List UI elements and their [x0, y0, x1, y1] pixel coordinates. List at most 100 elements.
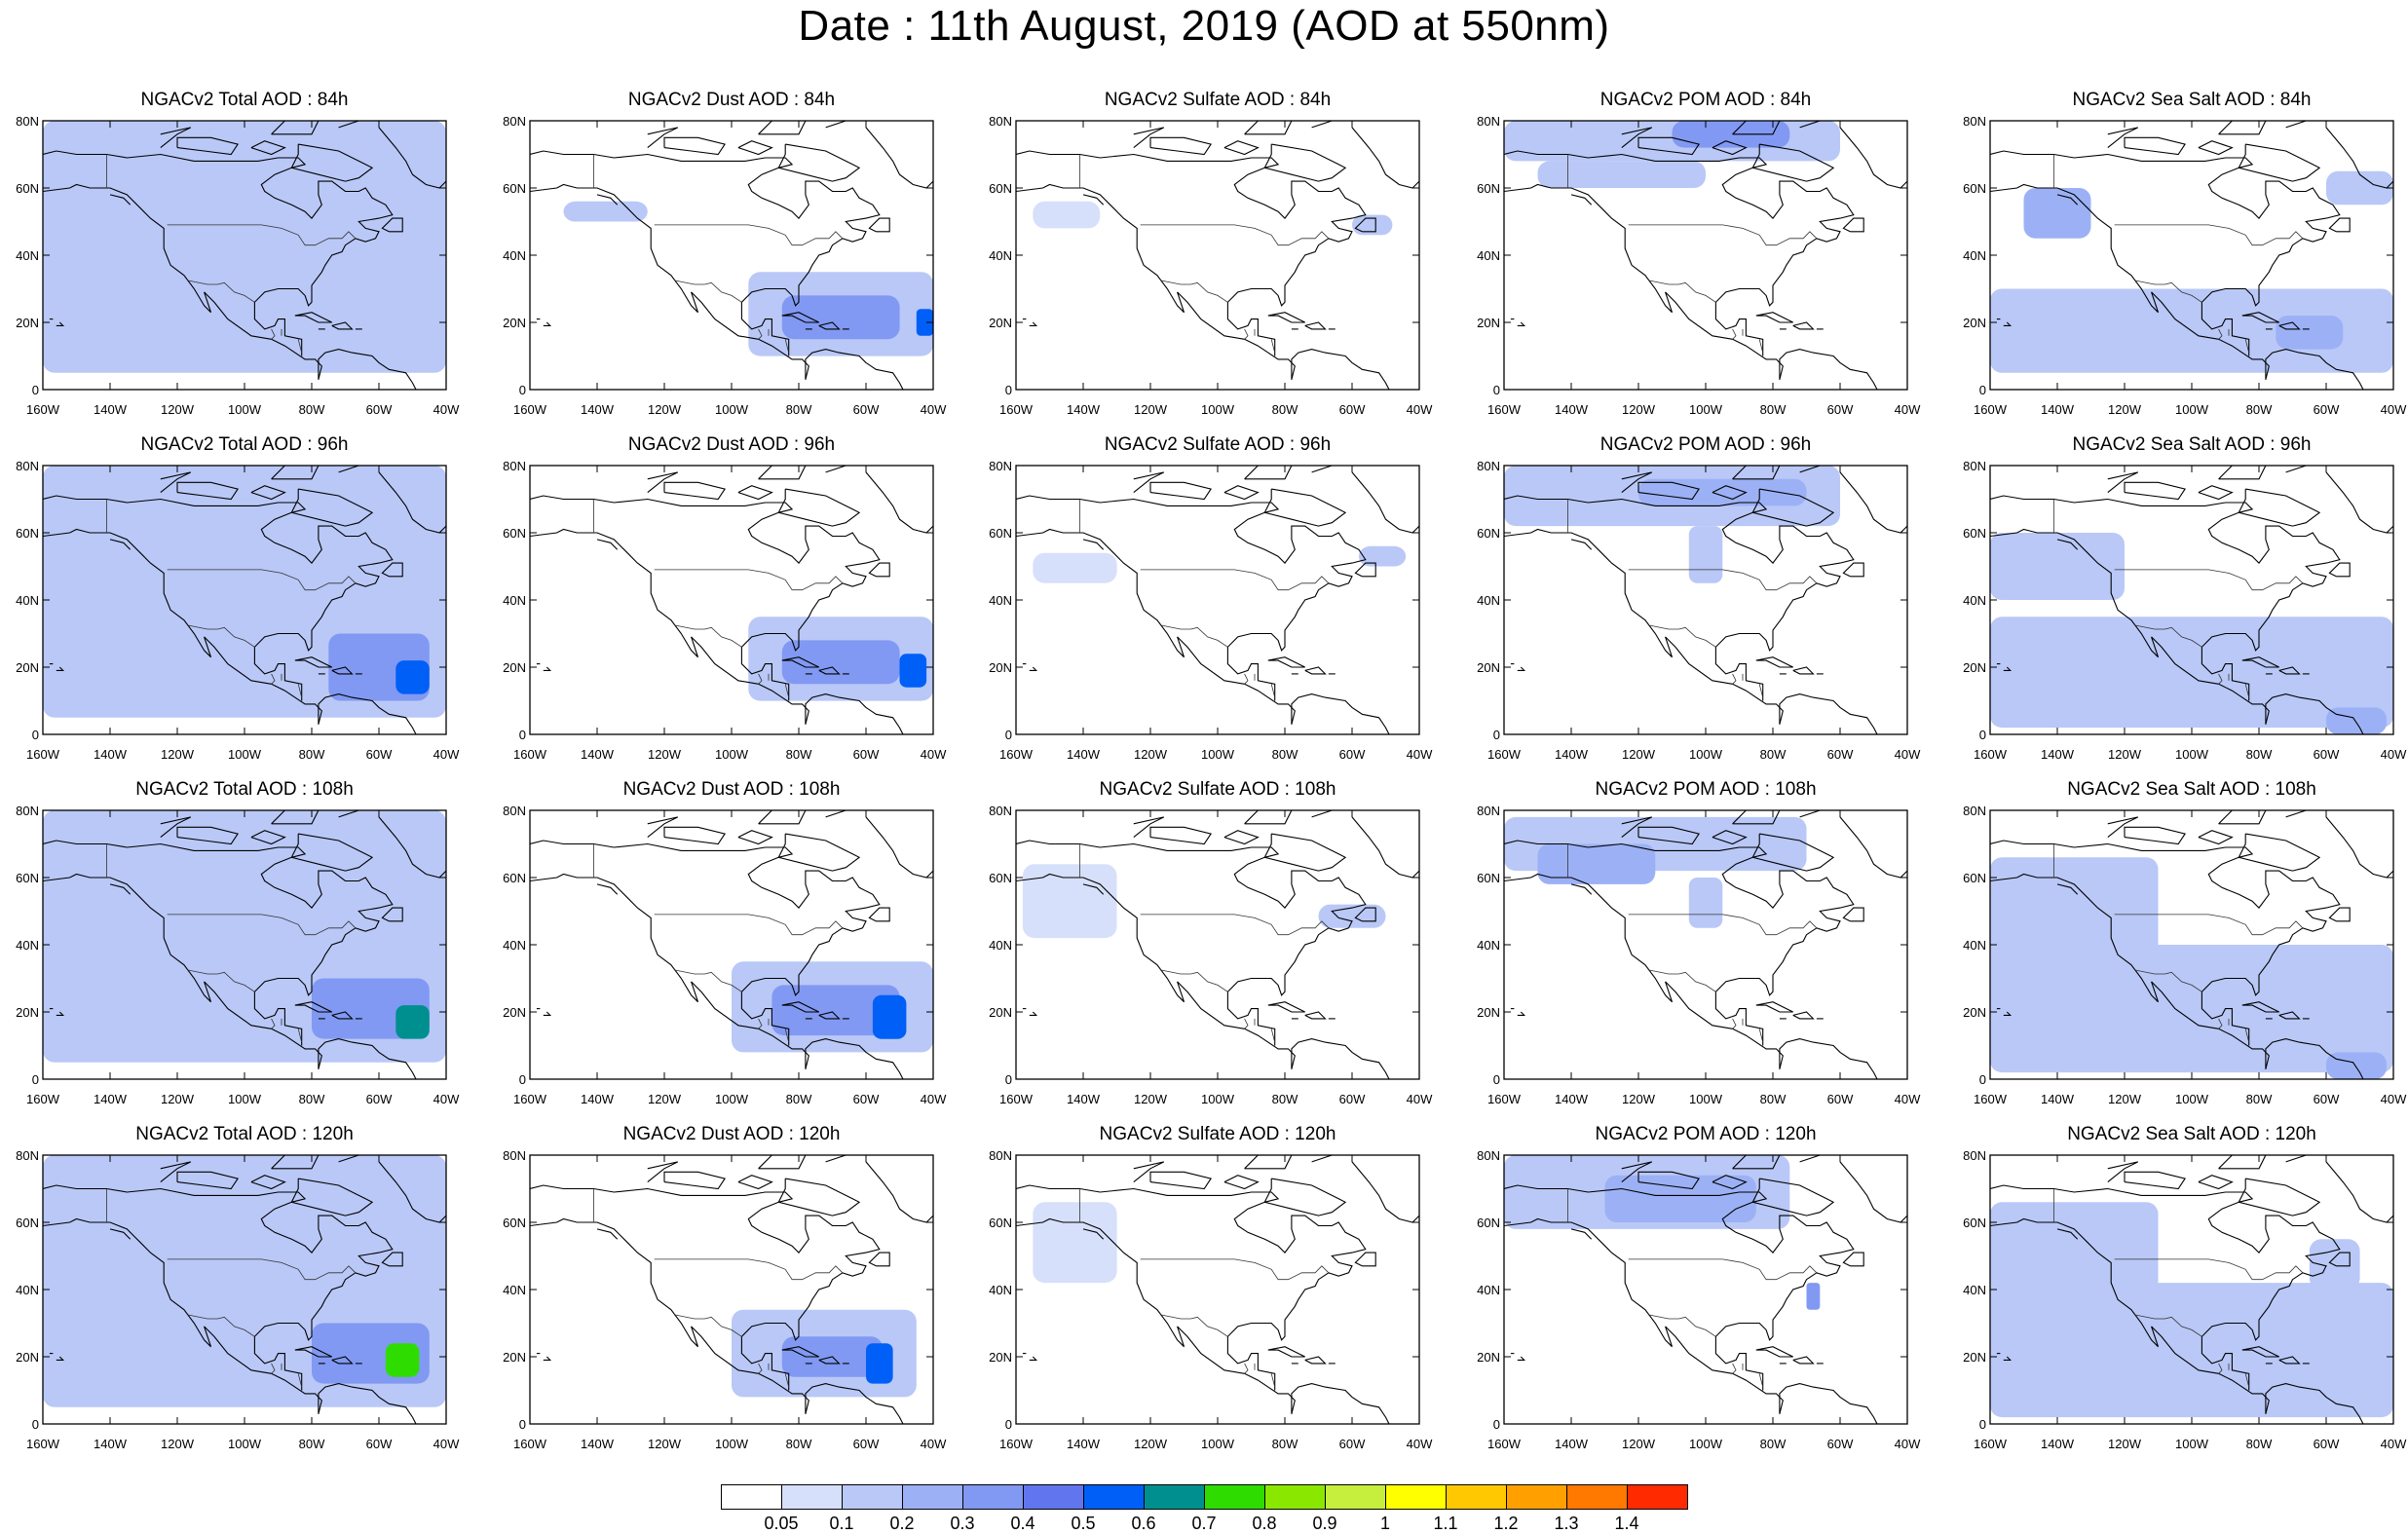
colorbar-swatch — [1204, 1484, 1265, 1510]
lon-tick-label: 120W — [2108, 402, 2142, 417]
coastline — [338, 810, 359, 818]
coastline — [2003, 666, 2013, 671]
panel-title: NGACv2 Total AOD : 84h — [140, 90, 349, 110]
panel-title: NGACv2 Total AOD : 108h — [135, 779, 354, 800]
lat-tick-label: 0 — [1005, 383, 1012, 397]
lon-tick-label: 120W — [648, 402, 682, 417]
coastline — [160, 127, 192, 149]
coastline — [647, 816, 679, 839]
country-border — [654, 224, 844, 246]
coastline — [1311, 121, 1333, 129]
lat-tick-label: 80N — [989, 804, 1012, 818]
coastline — [1304, 666, 1327, 675]
coastline — [1637, 1171, 1700, 1190]
lat-tick-label: 40N — [1477, 248, 1500, 263]
lat-tick-label: 40N — [16, 248, 39, 263]
lon-tick-label: 60W — [853, 747, 880, 762]
coastline — [381, 1252, 403, 1267]
coastline — [1732, 121, 1781, 135]
country-border — [1648, 280, 1716, 303]
coastline — [737, 140, 773, 156]
country-border — [1140, 224, 1330, 246]
aod-shade-sulfate — [1033, 1202, 1117, 1284]
coastline — [530, 1184, 881, 1391]
coastline — [290, 1178, 374, 1216]
country-border — [1648, 1314, 1716, 1337]
map-panel-dust-84h: NGACv2 Dust AOD : 84h 160W 140W 120W 100W 80W… — [487, 90, 968, 434]
aod-shade-sea-salt — [1990, 1283, 2393, 1418]
coastline — [2278, 321, 2301, 330]
lon-tick-label: 60W — [1339, 747, 1366, 762]
lon-tick-label: 140W — [1067, 747, 1101, 762]
map-panel-total-96h: NGACv2 Total AOD : 96h 160W 140W 120W 100W 80… — [0, 434, 481, 779]
country-border — [674, 969, 742, 992]
lon-tick-label: 40W — [433, 402, 460, 417]
coastline — [1244, 466, 1293, 480]
coastline — [1029, 321, 1038, 326]
country-border — [187, 624, 255, 648]
map-svg: 160W 140W 120W 100W 80W 60W 40W 0 20N 40N 60N 80N — [989, 459, 1433, 762]
lon-tick-label: 40W — [1407, 747, 1433, 762]
coastline — [2285, 810, 2307, 818]
coastline — [1244, 121, 1293, 135]
colorbar-swatch — [1446, 1484, 1507, 1510]
colorbar-label: 0.1 — [829, 1514, 854, 1533]
lat-tick-label: 0 — [519, 1417, 526, 1432]
lon-tick-label: 80W — [1760, 402, 1787, 417]
country-border — [271, 673, 276, 685]
coastline — [2124, 826, 2186, 845]
coastline — [1570, 1228, 1593, 1240]
coastline — [2328, 217, 2351, 233]
coastline — [1267, 312, 1305, 323]
coastline — [1755, 656, 1793, 668]
map-panel-dust-96h: NGACv2 Dust AOD : 96h 160W 140W 120W 100W 80W… — [487, 434, 968, 779]
coastline — [1354, 562, 1376, 578]
map-panel-grid: NGACv2 Total AOD : 84h 160W 140W 120W 100W 80… — [0, 90, 2407, 1451]
lat-tick-label: 60N — [16, 526, 39, 541]
colorbar-swatch — [1023, 1484, 1084, 1510]
coastline — [43, 840, 394, 1046]
aod-field — [1504, 466, 1907, 734]
country-border — [167, 569, 357, 591]
coastline — [663, 1171, 726, 1190]
coastline — [1504, 495, 1855, 701]
lon-tick-label: 80W — [299, 402, 325, 417]
coastline — [2003, 321, 2013, 326]
lat-tick-label: 20N — [503, 1350, 526, 1365]
lon-tick-label: 60W — [1827, 1437, 1854, 1451]
lon-tick-label: 100W — [1689, 747, 1723, 762]
panel-title: NGACv2 Dust AOD : 120h — [622, 1124, 841, 1144]
country-border — [1160, 969, 1228, 992]
map-svg: 160W 140W 120W 100W 80W 60W 40W 0 20N 40N 60N 80N — [1963, 459, 2407, 762]
lon-tick-label: 140W — [2041, 1437, 2075, 1451]
coastline — [56, 321, 65, 326]
country-border — [2134, 624, 2202, 648]
country-border — [271, 328, 276, 340]
lat-tick-label: 80N — [503, 459, 526, 473]
lat-tick-label: 20N — [1477, 1005, 1500, 1020]
coastline — [777, 833, 861, 872]
lon-tick-label: 140W — [94, 1437, 128, 1451]
lon-tick-label: 120W — [161, 1092, 195, 1106]
lat-tick-label: 60N — [1477, 526, 1500, 541]
coastline — [1755, 1001, 1793, 1013]
coastline — [1799, 810, 1821, 818]
coastline — [1842, 562, 1864, 578]
aod-shade-sea-salt — [2276, 316, 2344, 350]
coastline — [647, 1161, 679, 1183]
coastline — [1244, 810, 1293, 825]
country-border — [758, 1018, 763, 1029]
coastline — [530, 1217, 809, 1414]
coastline — [1223, 830, 1260, 845]
coastline — [1712, 830, 1748, 845]
coastline — [1712, 1175, 1748, 1190]
map-svg: 160W 140W 120W 100W 80W 60W 40W 0 20N 40N 60N 80N — [16, 114, 460, 417]
aod-field — [43, 121, 446, 390]
coastline — [1799, 1155, 1821, 1163]
aod-shade-pom — [1537, 161, 1706, 188]
country-border — [1140, 569, 1330, 591]
coastline — [868, 907, 890, 922]
coastline — [1621, 471, 1653, 494]
lon-tick-label: 140W — [1555, 747, 1589, 762]
lon-tick-label: 100W — [1689, 1092, 1723, 1106]
